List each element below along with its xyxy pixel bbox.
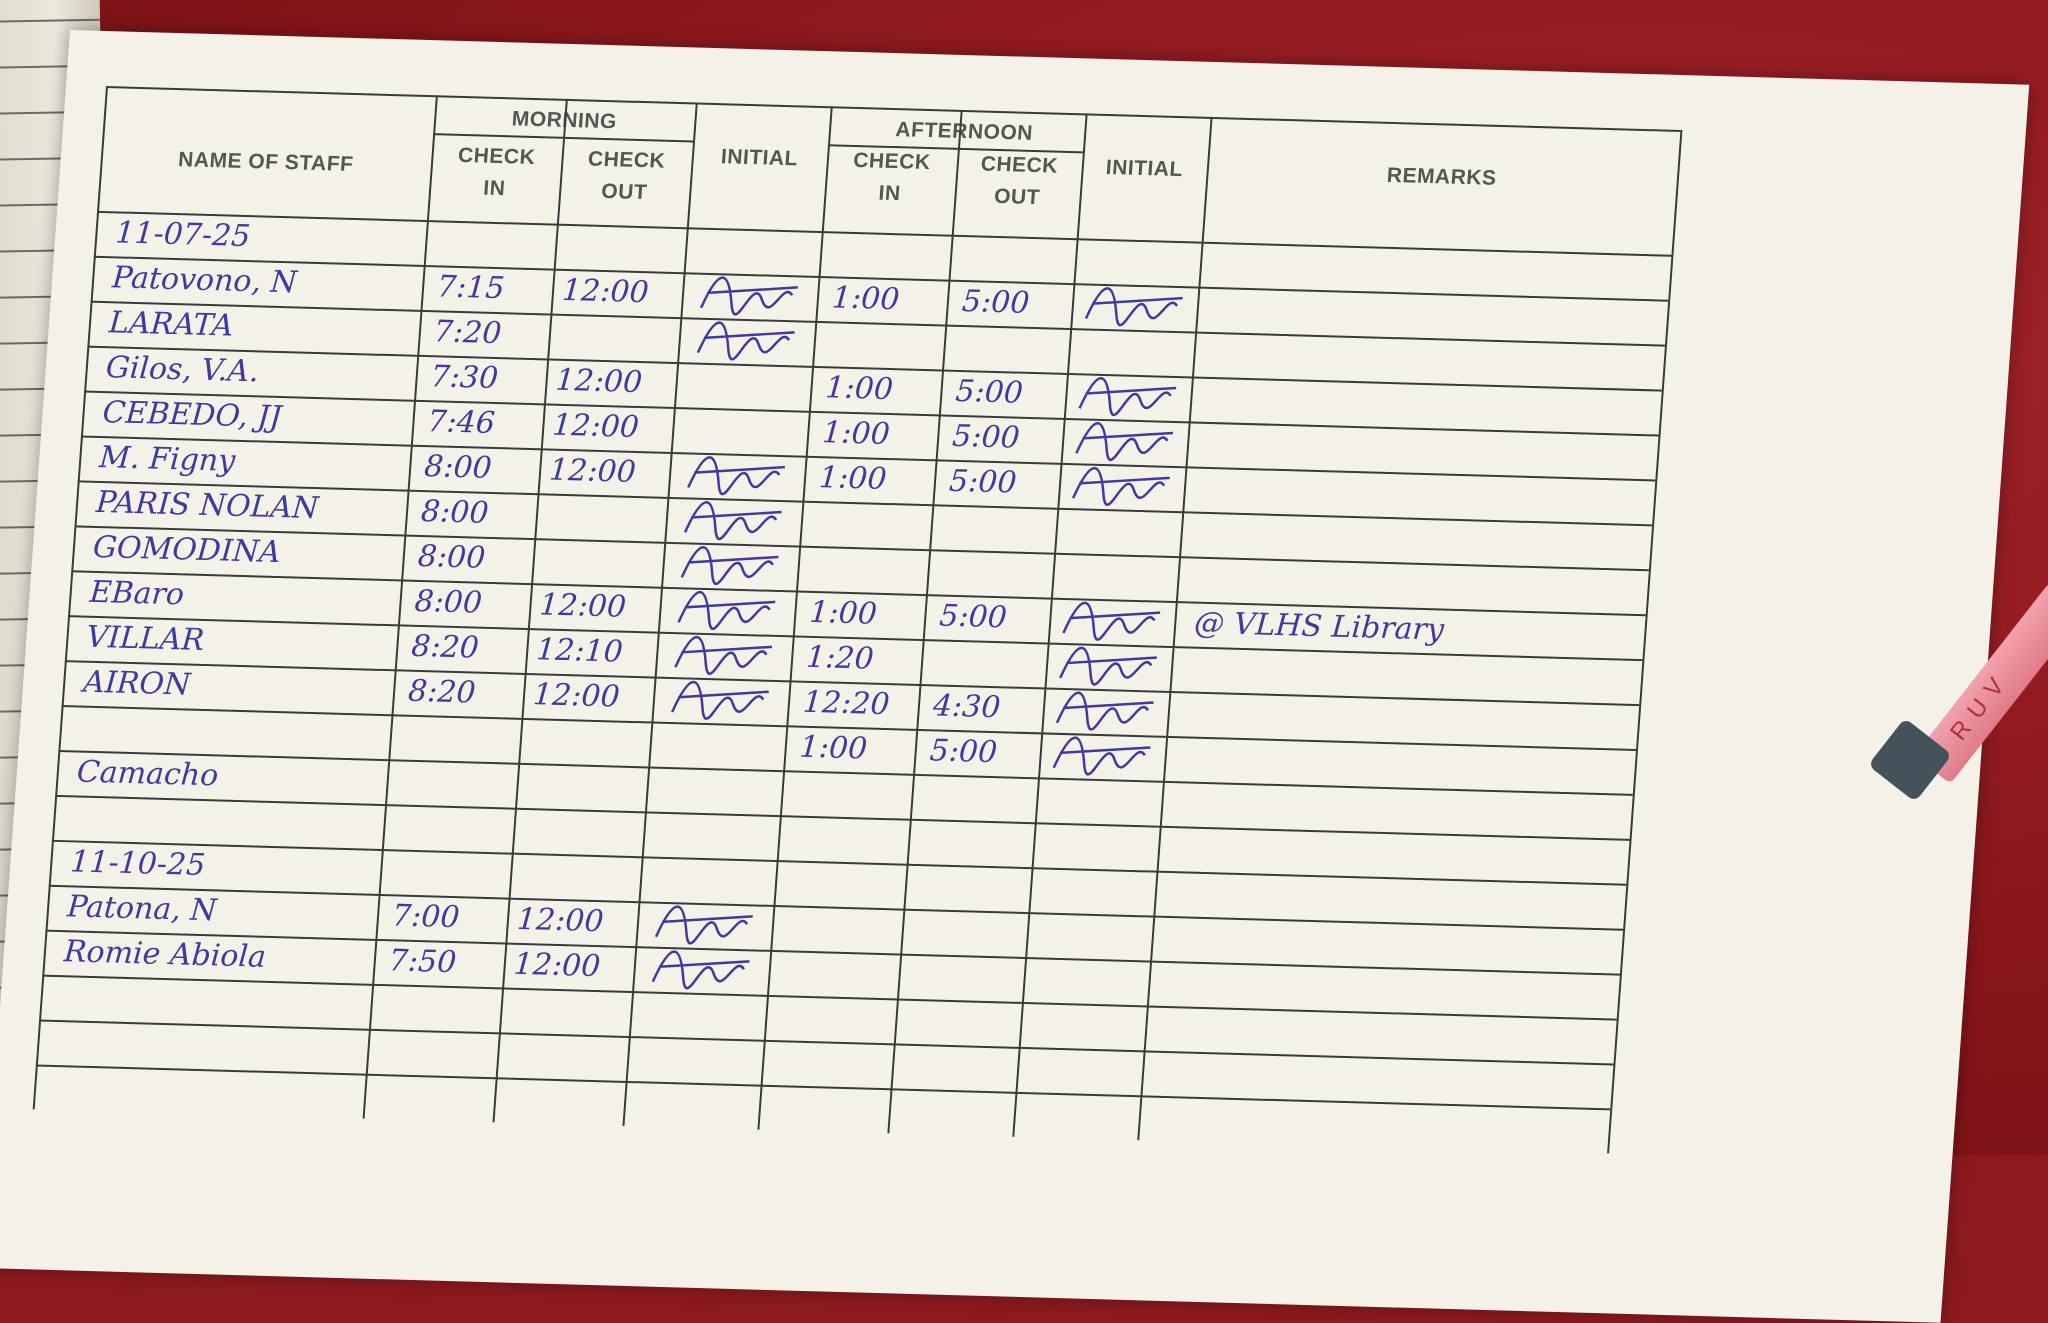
left-page-line [0,18,101,24]
header-check: CHECK [457,143,537,170]
cell-a-out: 5:00 [928,733,999,771]
header-afternoon-check-out: CHECK OUT [953,152,1083,219]
cell-name: GOMODINA [91,529,282,571]
header-in: IN [877,181,902,206]
cell-m-in: 8:00 [423,449,493,486]
cell-a-in: 1:00 [824,370,895,408]
signature-initial [1084,287,1183,327]
cell-m-out: 12:00 [531,677,621,715]
header-check: CHECK [587,147,666,173]
cell-m-in: 8:00 [413,583,484,621]
row-divider [35,1064,1611,1111]
cell-name: Gilos, V.A. [104,350,260,390]
cell-m-out: 12:00 [512,946,602,985]
row-divider [96,210,1672,257]
cell-name: EBaro [88,574,186,613]
cell-a-out: 4:30 [931,688,1002,726]
cell-a-in: 1:00 [808,594,879,632]
attendance-sheet: NAME OF STAFF MORNING AFTERNOON CHECKIN … [0,30,2030,1323]
signature-initial [674,635,773,675]
signature-initial [687,456,785,496]
signature-initial [700,276,798,316]
cell-remarks: @ VLHS Library [1193,605,1446,648]
cell-m-in: 7:30 [429,359,500,397]
header-afternoon-check-in: CHECK IN [823,148,958,216]
header-morning-check-out: CHECK OUT [558,147,693,215]
header-afternoon: AFTERNOON [894,118,1034,145]
cell-m-in: 7:00 [390,898,461,936]
cell-a-in: 1:00 [817,460,888,497]
cell-m-in: 7:20 [432,314,503,352]
signature-initial [696,321,795,361]
cell-m-in: 7:46 [426,404,497,441]
header-check: CHECK [979,152,1059,178]
cell-name: 11-10-25 [69,844,207,884]
cell-name: 11-07-25 [114,215,252,255]
signature-initial [1075,421,1173,461]
cell-m-out: 12:00 [551,407,641,446]
cell-m-in: 8:00 [419,494,490,531]
signature-initial [671,680,769,720]
header-check: CHECK [852,148,932,175]
row-divider [45,929,1620,976]
signature-initial [1052,736,1151,776]
cell-a-in: 1:00 [830,280,901,318]
header-name-of-staff: NAME OF STAFF [177,148,355,176]
cell-m-out: 12:00 [515,901,605,940]
cell-m-out: 12:00 [548,452,637,490]
header-afternoon-initial: INITIAL [1105,155,1184,182]
cell-a-in: 1:00 [821,415,891,453]
cell-m-in: 8:00 [416,538,487,576]
header-in: IN [482,176,507,201]
signature-initial [1059,646,1157,686]
cell-name: LARATA [107,305,235,344]
signature-initial [654,905,753,945]
signature-initial [651,950,750,990]
cell-a-in: 1:00 [798,729,869,767]
cell-m-out: 12:00 [554,362,644,401]
cell-a-out: 5:00 [947,463,1018,501]
signature-initial [677,590,776,630]
cell-a-out: 5:00 [951,418,1021,456]
signature-initial [1078,377,1177,417]
row-divider [38,1019,1614,1066]
signature-initial [680,545,779,585]
cell-name: VILLAR [85,619,206,658]
header-morning-check-in: CHECK IN [428,143,563,211]
cell-m-out: 12:00 [538,587,628,625]
cell-name: Romie Abiola [62,934,268,975]
cell-a-out: 5:00 [960,284,1031,321]
signature-initial [1055,691,1154,731]
cell-m-out: 12:00 [560,272,650,311]
cell-a-out: 5:00 [938,598,1009,636]
row-divider [42,974,1617,1021]
cell-a-in: 12:20 [801,684,891,723]
cell-name: CEBEDO, JJ [101,395,283,436]
signature-initial [1071,466,1170,506]
cell-m-out: 12:10 [535,632,625,670]
signature-initial [1062,601,1161,641]
row-divider [55,794,1630,841]
cell-name: Camacho [75,754,220,794]
cell-name: PARIS NOLAN [94,484,320,527]
column-divider [1607,130,1683,1154]
header-out: OUT [993,184,1041,210]
cell-m-in: 7:50 [387,943,458,981]
cell-name: AIRON [82,664,192,703]
header-morning-initial: INITIAL [720,145,799,171]
signature-initial [683,501,782,541]
cell-m-in: 8:20 [410,628,481,666]
cell-a-out: 5:00 [954,373,1025,411]
cell-name: Patovono, N [111,260,299,301]
cell-name: M. Figny [98,440,237,479]
header-out: OUT [600,179,649,205]
row-divider [48,884,1624,931]
header-remarks: REMARKS [1386,163,1498,190]
row-divider [74,525,1649,572]
cell-m-in: 8:20 [406,673,477,711]
cell-m-in: 7:15 [435,269,506,307]
row-divider [51,839,1627,886]
cell-name: Patona, N [65,889,218,929]
cell-a-in: 1:20 [805,639,875,677]
